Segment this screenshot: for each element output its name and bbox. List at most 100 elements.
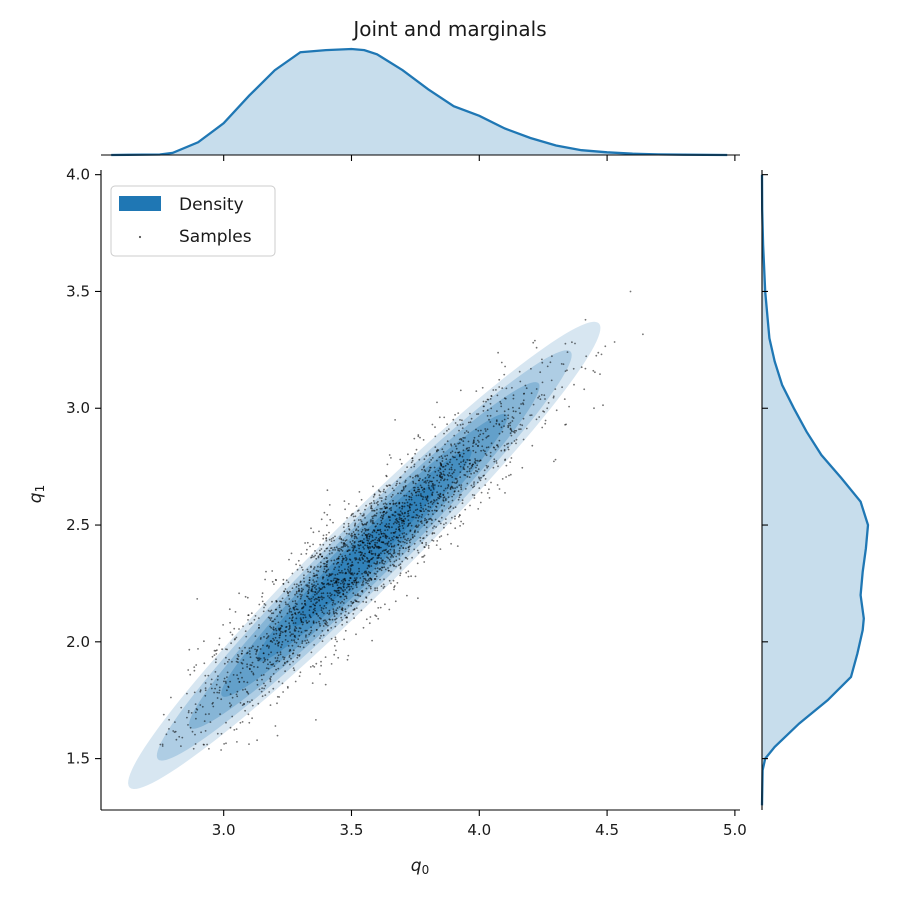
sample-point <box>431 503 434 505</box>
sample-point <box>346 583 349 586</box>
sample-point <box>276 639 278 642</box>
sample-point <box>353 537 356 540</box>
sample-point <box>449 458 452 461</box>
sample-point <box>380 557 382 560</box>
sample-point <box>320 548 323 550</box>
sample-point <box>338 571 341 574</box>
sample-point <box>222 624 225 626</box>
sample-point <box>225 648 227 650</box>
sample-point <box>354 599 356 601</box>
sample-point <box>522 399 525 402</box>
sample-point <box>335 649 337 652</box>
sample-point <box>390 507 392 509</box>
sample-point <box>365 581 368 584</box>
sample-point <box>403 505 406 508</box>
sample-point <box>333 559 336 562</box>
sample-point <box>272 612 275 615</box>
sample-point <box>425 526 428 529</box>
sample-point <box>345 539 348 541</box>
sample-point <box>333 653 336 656</box>
sample-point <box>216 678 219 681</box>
sample-point <box>451 495 453 498</box>
sample-point <box>247 713 250 716</box>
sample-point <box>515 438 518 441</box>
sample-point <box>368 538 370 540</box>
sample-point <box>352 592 355 595</box>
sample-point <box>430 459 432 461</box>
sample-point <box>281 643 283 646</box>
sample-point <box>457 442 460 445</box>
sample-point <box>437 497 439 499</box>
sample-point <box>424 496 427 498</box>
sample-point <box>290 552 293 555</box>
sample-point <box>388 537 391 540</box>
sample-point <box>443 526 445 529</box>
sample-point <box>323 511 326 514</box>
sample-point <box>347 545 349 548</box>
sample-point <box>326 524 328 527</box>
sample-point <box>468 470 471 473</box>
sample-point <box>362 584 364 586</box>
sample-point <box>429 480 431 483</box>
sample-point <box>190 712 193 714</box>
sample-point <box>260 637 262 639</box>
sample-point <box>500 361 503 364</box>
sample-point <box>316 592 318 595</box>
sample-point <box>300 587 303 590</box>
sample-point <box>346 616 348 619</box>
sample-point <box>472 445 474 448</box>
sample-point <box>197 648 199 650</box>
sample-point <box>269 678 272 681</box>
sample-point <box>535 346 538 349</box>
sample-point <box>204 694 207 697</box>
sample-point <box>459 525 461 527</box>
sample-point <box>378 562 381 564</box>
sample-point <box>312 543 314 546</box>
sample-point <box>384 507 387 509</box>
sample-point <box>446 487 449 489</box>
sample-point <box>438 495 441 497</box>
sample-point <box>319 604 321 607</box>
sample-point <box>353 524 356 527</box>
sample-point <box>308 582 311 584</box>
sample-point <box>308 579 311 582</box>
sample-point <box>450 468 453 471</box>
sample-point <box>454 506 457 509</box>
sample-point <box>345 586 348 589</box>
sample-point <box>310 527 312 530</box>
sample-point <box>296 595 299 598</box>
sample-point <box>496 484 499 486</box>
sample-point <box>392 545 395 548</box>
sample-point <box>254 615 257 617</box>
sample-point <box>428 486 430 489</box>
sample-point <box>214 687 217 690</box>
sample-point <box>261 687 263 689</box>
sample-point <box>354 577 356 579</box>
sample-point <box>282 656 284 658</box>
sample-point <box>302 588 304 591</box>
sample-point <box>462 444 465 447</box>
sample-point <box>451 516 453 519</box>
sample-point <box>404 517 407 520</box>
sample-point <box>489 398 492 400</box>
sample-point <box>382 541 385 544</box>
sample-point <box>522 417 525 420</box>
sample-point <box>458 463 461 465</box>
sample-point <box>161 745 164 747</box>
sample-point <box>379 516 382 519</box>
sample-point <box>475 466 477 469</box>
sample-point <box>474 462 477 465</box>
sample-point <box>457 490 460 493</box>
sample-point <box>263 603 266 605</box>
sample-point <box>419 436 421 439</box>
sample-point <box>313 644 315 646</box>
legend: Density Samples <box>110 185 276 257</box>
sample-point <box>274 636 277 639</box>
sample-point <box>535 388 538 390</box>
sample-point <box>402 487 405 490</box>
sample-point <box>484 452 487 455</box>
sample-point <box>343 582 346 585</box>
sample-point <box>420 494 422 497</box>
sample-point <box>398 554 401 556</box>
sample-point <box>408 490 411 493</box>
